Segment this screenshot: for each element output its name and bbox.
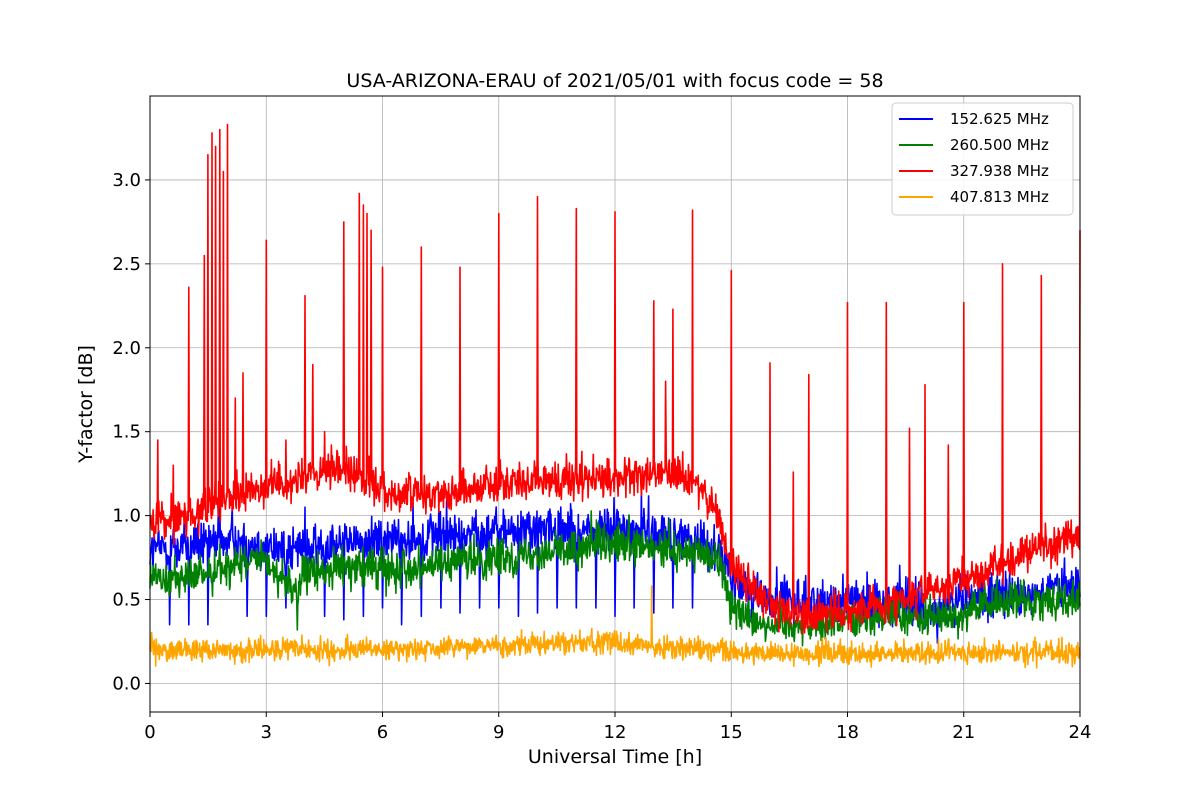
y-tick-label: 2.0 <box>112 338 141 359</box>
legend-label-4: 407.813 MHz <box>950 188 1049 206</box>
x-tick-label: 12 <box>604 722 627 743</box>
x-tick-label: 3 <box>261 722 272 743</box>
y-tick-label: 3.0 <box>112 170 141 191</box>
y-tick-label: 1.0 <box>112 506 141 527</box>
x-tick-label: 0 <box>144 722 155 743</box>
x-tick-label: 9 <box>493 722 504 743</box>
chart-title: USA-ARIZONA-ERAU of 2021/05/01 with focu… <box>346 70 883 92</box>
legend-box <box>891 102 1074 216</box>
y-tick-label: 0.0 <box>112 673 141 694</box>
x-tick-label: 15 <box>720 722 743 743</box>
legend-label-2: 260.500 MHz <box>950 136 1049 154</box>
x-tick-label: 6 <box>377 722 388 743</box>
legend-label-1: 152.625 MHz <box>950 110 1049 128</box>
series-line-1 <box>149 489 1081 644</box>
x-ticks: 0 3 6 9 12 15 18 21 24 <box>144 712 1091 743</box>
legend-label-3: 327.938 MHz <box>950 162 1049 180</box>
x-tick-label: 18 <box>836 722 859 743</box>
series-line-4 <box>149 585 1081 669</box>
series-line-2 <box>149 510 1081 647</box>
x-axis-label: Universal Time [h] <box>528 746 702 768</box>
y-tick-label: 2.5 <box>112 254 141 275</box>
y-tick-label: 0.5 <box>112 590 141 611</box>
y-axis-label: Y-factor [dB] <box>75 345 97 464</box>
legend: 152.625 MHz 260.500 MHz 327.938 MHz 407.813… <box>891 102 1074 216</box>
series-layer <box>149 123 1081 669</box>
y-tick-label: 1.5 <box>112 422 141 443</box>
y-ticks: 0.0 0.5 1.0 1.5 2.0 2.5 3.0 <box>112 170 150 694</box>
series-line-3 <box>149 123 1081 635</box>
x-tick-label: 24 <box>1069 722 1092 743</box>
x-tick-label: 21 <box>952 722 975 743</box>
